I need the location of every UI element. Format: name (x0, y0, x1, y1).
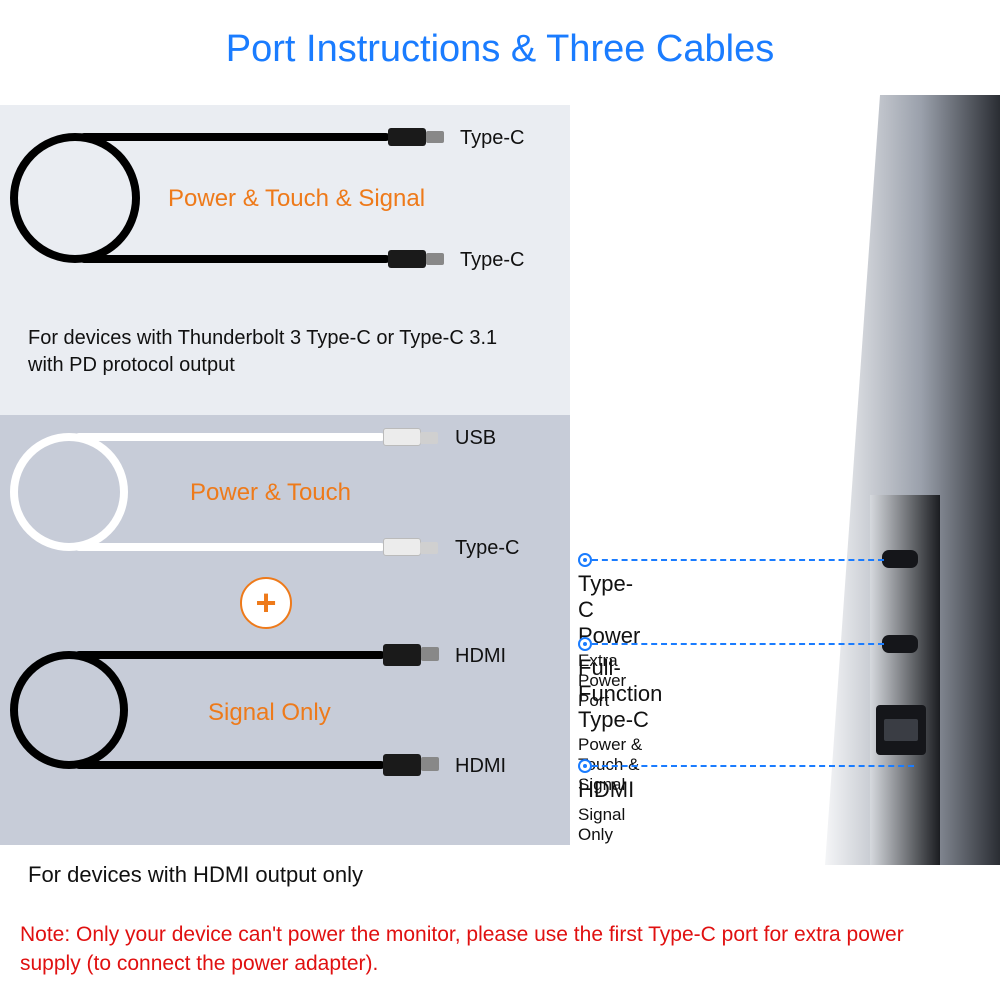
cable-wire-icon (75, 543, 385, 551)
note-text: Note: Only your device can't power the m… (20, 921, 950, 978)
port-subtitle: Signal Only (578, 805, 634, 845)
cable-end-label: USB (455, 427, 496, 450)
cable-loop-icon (10, 133, 140, 263)
typec-plug-icon (388, 250, 426, 268)
cable-wire-icon (75, 761, 385, 769)
typec-plug-icon (383, 538, 421, 556)
cables-column: Type-C Type-C Power & Touch & Signal For… (0, 105, 570, 845)
port-title: HDMI (578, 777, 634, 803)
cable-loop-icon (10, 433, 128, 551)
typec-plug-icon (388, 128, 426, 146)
cable-end-label: HDMI (455, 755, 506, 778)
hdmi-plug-icon (383, 754, 421, 776)
device-panel: Type-C Power Extra Power Port Full-Funct… (570, 95, 1000, 865)
page-title: Port Instructions & Three Cables (0, 0, 1000, 89)
cable-end-label: Type-C (460, 249, 524, 272)
section1-desc: For devices with Thunderbolt 3 Type-C or… (28, 325, 538, 379)
callout-line-icon (592, 559, 884, 561)
port-title: Full-Function Type-C (578, 655, 662, 733)
cable-function-label: Power & Touch (190, 479, 351, 507)
cable-wire-icon (75, 651, 385, 659)
hdmi-plug-icon (383, 644, 421, 666)
section-usb-hdmi-cables: USB Type-C Power & Touch + HDMI HDMI Sig… (0, 415, 570, 845)
callout-dot-icon (578, 553, 592, 567)
callout-line-icon (592, 643, 884, 645)
cable-end-label: Type-C (460, 127, 524, 150)
usb-plug-icon (383, 428, 421, 446)
cable-end-label: Type-C (455, 537, 519, 560)
callout-dot-icon (578, 637, 592, 651)
cable-function-label: Power & Touch & Signal (168, 185, 425, 213)
callout-dot-icon (578, 759, 592, 773)
cable-wire-icon (80, 255, 390, 263)
section-typec-cable: Type-C Type-C Power & Touch & Signal For… (0, 105, 570, 415)
cable-loop-icon (10, 651, 128, 769)
section2-desc: For devices with HDMI output only (28, 862, 363, 888)
cable-function-label: Signal Only (208, 699, 331, 727)
cable-wire-icon (80, 133, 390, 141)
cable-end-label: HDMI (455, 645, 506, 668)
cable-wire-icon (75, 433, 385, 441)
callout-line-icon (592, 765, 914, 767)
plus-icon: + (240, 577, 292, 629)
plus-symbol: + (255, 585, 276, 621)
